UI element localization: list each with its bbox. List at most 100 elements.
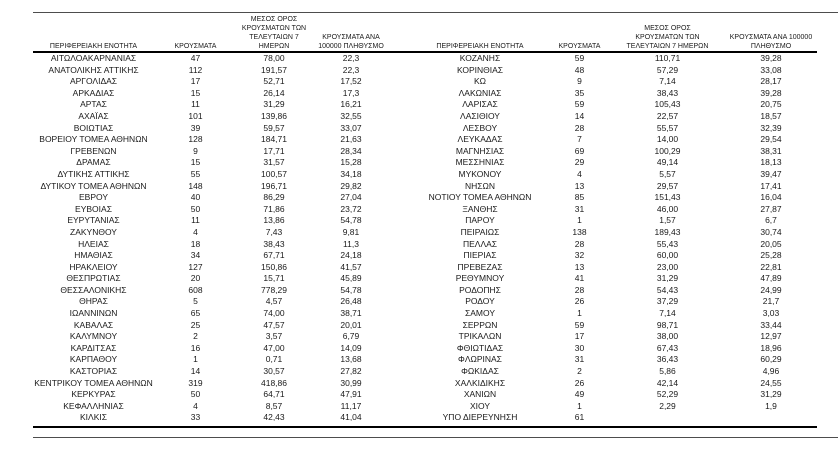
per100k-value: 54,78: [340, 215, 362, 226]
header-divider: [33, 51, 817, 53]
per100k-value: 4,96: [762, 366, 780, 377]
cases-value: 48: [574, 64, 585, 75]
region-name: ΑΧΑΪΑΣ: [78, 110, 109, 121]
table-bottom-divider: [33, 426, 817, 428]
cases-value: 59: [574, 319, 585, 330]
region-name: ΧΙΟΥ: [469, 400, 491, 411]
region-name: ΦΛΩΡΙΝΑΣ: [458, 354, 502, 365]
table-row: ΡΕΘΥΜΝΟΥ 41 31,29 47,89: [420, 273, 826, 285]
per100k-value: 18,57: [760, 110, 782, 121]
avg7-value: 105,43: [654, 99, 681, 110]
region-name: ΧΑΛΚΙΔΙΚΗΣ: [454, 377, 506, 388]
per100k-value: 41,57: [340, 261, 362, 272]
cases-value: 1: [577, 308, 582, 319]
avg7-value: 17,71: [263, 145, 285, 156]
per100k-value: 47,91: [340, 389, 362, 400]
table-row: ΣΑΜΟΥ 1 7,14 3,03: [420, 308, 826, 320]
cases-value: 31: [574, 354, 585, 365]
table-row: ΔΥΤΙΚΟΥ ΤΟΜΕΑ ΑΘΗΝΩΝ 148 196,71 29,82: [30, 181, 388, 193]
region-name: ΛΑΡΙΣΑΣ: [462, 99, 498, 110]
per100k-value: 14,09: [340, 342, 362, 353]
table-row: ΘΗΡΑΣ 5 4,57 26,48: [30, 296, 388, 308]
avg7-value: 7,14: [659, 308, 676, 319]
table-row: ΚΟΡΙΝΘΙΑΣ 48 57,29 33,08: [420, 65, 826, 77]
table-row: ΘΕΣΠΡΩΤΙΑΣ 20 15,71 45,89: [30, 273, 388, 285]
per100k-value: 29,54: [760, 134, 782, 145]
table-row: ΠΑΡΟΥ 1 1,57 6,7: [420, 215, 826, 227]
table-row: ΑΧΑΪΑΣ 101 139,86 32,55: [30, 111, 388, 123]
cases-value: 4: [193, 400, 198, 411]
per100k-value: 39,28: [760, 53, 782, 63]
avg7-value: 38,43: [263, 238, 285, 249]
cases-value: 608: [188, 284, 203, 295]
region-name: ΜΑΓΝΗΣΙΑΣ: [455, 145, 505, 156]
cases-value: 39: [190, 122, 201, 133]
avg7-value: 196,71: [261, 180, 287, 191]
column-header-per-100000: ΚΡΟΥΣΜΑΤΑ ΑΝΑ 100000 ΠΛΗΘΥΣΜΟ: [318, 34, 384, 50]
column-header-7day-average: ΜΕΣΟΣ ΟΡΟΣ ΚΡΟΥΣΜΑΤΩΝ ΤΩΝ ΤΕΛΕΥΤΑΙΩΝ 7 Η…: [626, 25, 709, 50]
table-row: ΗΡΑΚΛΕΙΟΥ 127 150,86 41,57: [30, 262, 388, 274]
region-name: ΗΡΑΚΛΕΙΟΥ: [69, 261, 118, 272]
cases-value: 40: [190, 192, 201, 203]
per100k-value: 22,3: [342, 53, 360, 63]
region-name: ΚΟΖΑΝΗΣ: [459, 53, 501, 63]
table-row: ΛΑΡΙΣΑΣ 59 105,43 20,75: [420, 99, 826, 111]
region-name: ΖΑΚΥΝΘΟΥ: [70, 226, 117, 237]
top-divider: [33, 12, 838, 13]
avg7-value: 59,57: [263, 122, 285, 133]
cases-value: 9: [193, 145, 198, 156]
page-bottom-divider: [33, 437, 838, 438]
per100k-value: 16,04: [760, 192, 782, 203]
avg7-value: 100,57: [261, 168, 287, 179]
avg7-value: 98,71: [656, 319, 679, 330]
per100k-value: 21,7: [762, 296, 780, 307]
region-name: ΘΕΣΠΡΩΤΙΑΣ: [66, 273, 121, 284]
region-name: ΘΗΡΑΣ: [79, 296, 108, 307]
table-row: ΠΡΕΒΕΖΑΣ 13 23,00 22,81: [420, 262, 826, 274]
cases-value: 319: [188, 377, 203, 388]
table-row: ΛΕΣΒΟΥ 28 55,57 32,39: [420, 123, 826, 135]
avg7-value: 42,14: [656, 377, 679, 388]
per100k-value: 26,48: [340, 296, 362, 307]
per100k-value: 24,99: [760, 284, 782, 295]
table-row: ΔΥΤΙΚΗΣ ΑΤΤΙΚΗΣ 55 100,57 34,18: [30, 169, 388, 181]
table-row: ΠΙΕΡΙΑΣ 32 60,00 25,28: [420, 250, 826, 262]
avg7-value: 8,57: [265, 400, 283, 411]
per100k-value: 20,75: [760, 99, 782, 110]
table-header-left: ΠΕΡΙΦΕΡΕΙΑΚΗ ΕΝΟΤΗΤΑ ΚΡΟΥΣΜΑΤΑ ΜΕΣΟΣ ΟΡΟ…: [30, 14, 388, 53]
region-name: ΚΑΡΠΑΘΟΥ: [69, 354, 118, 365]
region-name: ΓΡΕΒΕΝΩΝ: [70, 145, 117, 156]
region-name: ΜΕΣΣΗΝΙΑΣ: [455, 157, 505, 168]
cases-value: 13: [574, 261, 585, 272]
region-name: ΡΟΔΟΥ: [465, 296, 495, 307]
avg7-value: 100,29: [654, 145, 681, 156]
region-name: ΔΡΑΜΑΣ: [76, 157, 111, 168]
cases-value: 112: [188, 64, 203, 75]
table-row: ΚΙΛΚΙΣ 33 42,43 41,04: [30, 412, 388, 424]
region-name: ΛΕΣΒΟΥ: [462, 122, 498, 133]
table-row: ΚΑΒΑΛΑΣ 25 47,57 20,01: [30, 320, 388, 332]
region-name: ΜΥΚΟΝΟΥ: [458, 168, 502, 179]
per100k-value: 45,89: [340, 273, 362, 284]
cases-value: 69: [574, 145, 585, 156]
column-header-region: ΠΕΡΙΦΕΡΕΙΑΚΗ ΕΝΟΤΗΤΑ: [49, 43, 138, 50]
cases-value: 11: [191, 215, 200, 226]
table-row: ΛΑΚΩΝΙΑΣ 35 38,43 39,28: [420, 88, 826, 100]
avg7-value: 5,57: [659, 168, 676, 179]
cases-value: 32: [574, 250, 585, 261]
cases-value: 26: [574, 377, 585, 388]
table-row: ΚΕΝΤΡΙΚΟΥ ΤΟΜΕΑ ΑΘΗΝΩΝ 319 418,86 30,99: [30, 378, 388, 390]
cases-value: 28: [574, 284, 585, 295]
region-name: ΘΕΣΣΑΛΟΝΙΚΗΣ: [60, 284, 127, 295]
cases-value: 49: [574, 389, 585, 400]
avg7-value: 0,71: [265, 354, 283, 365]
region-name: ΚΑΡΔΙΤΣΑΣ: [70, 342, 117, 353]
table-row: ΚΑΛΥΜΝΟΥ 2 3,57 6,79: [30, 331, 388, 343]
table-row: ΕΒΡΟΥ 40 86,29 27,04: [30, 192, 388, 204]
cases-value: 138: [572, 226, 587, 237]
table-row: ΖΑΚΥΝΘΟΥ 4 7,43 9,81: [30, 227, 388, 239]
cases-value: 59: [574, 53, 585, 63]
avg7-value: 191,57: [261, 64, 287, 75]
region-name: ΠΕΙΡΑΙΩΣ: [460, 226, 500, 237]
column-header-cases: ΚΡΟΥΣΜΑΤΑ: [174, 43, 217, 50]
